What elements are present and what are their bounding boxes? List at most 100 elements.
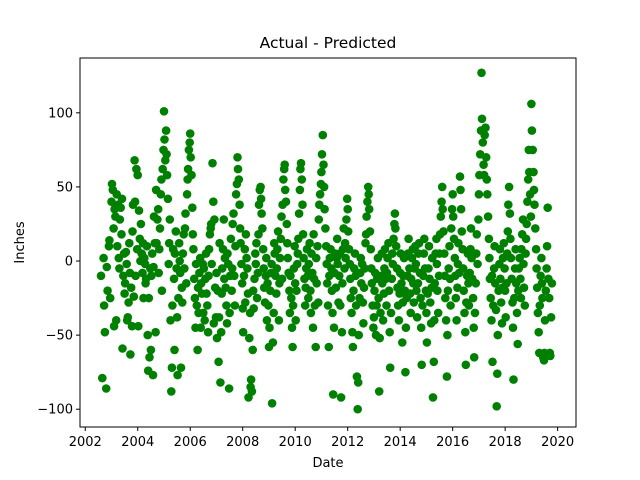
data-point	[424, 264, 433, 273]
y-tick-label: −50	[46, 329, 73, 344]
data-point	[224, 384, 234, 393]
data-point	[281, 197, 291, 206]
data-point	[461, 360, 471, 370]
data-point	[253, 268, 263, 278]
data-point	[353, 404, 363, 414]
chart-title: Actual - Predicted	[260, 34, 397, 52]
data-point	[287, 293, 296, 303]
data-point	[288, 301, 298, 310]
x-tick-label: 2006	[174, 435, 207, 450]
data-point	[547, 279, 557, 288]
data-point	[204, 244, 214, 254]
data-point	[387, 274, 397, 284]
data-point	[223, 249, 232, 258]
data-point	[319, 182, 329, 192]
data-point	[165, 215, 175, 224]
data-point	[124, 298, 133, 307]
data-point	[242, 253, 251, 263]
data-point	[430, 316, 439, 325]
data-point	[417, 360, 427, 370]
data-point	[251, 259, 261, 269]
data-point	[274, 316, 284, 325]
data-point	[96, 271, 106, 281]
data-point	[203, 327, 213, 337]
data-point	[419, 249, 429, 258]
data-point	[487, 271, 497, 281]
data-point	[542, 264, 551, 273]
data-point	[252, 238, 261, 248]
data-point	[374, 387, 384, 396]
data-point	[437, 197, 446, 206]
data-point	[314, 298, 323, 307]
data-point	[477, 114, 487, 124]
data-point	[343, 204, 353, 214]
data-point	[263, 279, 272, 288]
data-point	[443, 286, 453, 296]
data-point	[210, 215, 219, 224]
data-point	[323, 301, 333, 310]
data-point	[142, 241, 152, 251]
data-point	[115, 264, 124, 273]
data-point	[482, 175, 492, 184]
data-point	[385, 327, 395, 337]
data-point	[180, 224, 190, 233]
data-point	[314, 215, 324, 224]
x-axis: 2002 2004 2006 2008 2010 2012 2014 2016 2018 2020	[69, 427, 574, 450]
data-point	[292, 286, 301, 296]
data-point	[190, 293, 200, 303]
data-point	[519, 283, 529, 293]
data-point	[375, 333, 385, 343]
data-point	[258, 244, 268, 254]
x-tick-label: 2010	[279, 435, 312, 450]
data-point	[456, 185, 465, 195]
data-point	[365, 227, 375, 236]
data-point	[271, 271, 280, 281]
x-tick-label: 2002	[69, 435, 102, 450]
data-point	[176, 363, 186, 373]
data-point	[231, 190, 241, 199]
data-point	[170, 345, 179, 355]
data-point	[257, 209, 266, 218]
data-point	[98, 373, 107, 383]
data-point	[445, 241, 454, 251]
data-point	[451, 293, 461, 303]
data-point	[182, 190, 192, 199]
data-point	[117, 194, 127, 204]
x-tick-label: 2018	[489, 435, 522, 450]
data-point	[178, 249, 188, 258]
data-point	[346, 293, 356, 303]
data-point	[369, 313, 379, 322]
data-point	[320, 204, 329, 214]
data-point	[126, 350, 135, 359]
data-point	[510, 293, 519, 303]
data-point	[437, 182, 447, 192]
data-point	[363, 197, 372, 206]
data-point	[279, 175, 288, 184]
data-point	[473, 259, 482, 269]
data-point	[363, 182, 373, 192]
data-point	[199, 308, 208, 318]
data-point	[313, 241, 322, 251]
data-point	[447, 224, 456, 233]
data-point	[204, 271, 213, 281]
data-point	[471, 279, 481, 288]
data-point	[480, 130, 490, 140]
data-point	[286, 271, 295, 281]
data-point	[214, 357, 223, 367]
data-point	[160, 135, 169, 144]
data-point	[144, 293, 154, 303]
data-point	[188, 203, 197, 212]
data-point	[225, 308, 234, 318]
data-point	[148, 370, 158, 380]
data-point	[184, 145, 194, 155]
data-point	[319, 160, 328, 169]
data-point	[227, 286, 236, 296]
data-point	[452, 316, 461, 325]
data-point	[277, 212, 286, 221]
data-point	[174, 238, 184, 248]
data-point	[468, 293, 478, 303]
data-point	[385, 363, 395, 373]
data-point	[401, 323, 411, 333]
data-point	[219, 215, 229, 224]
